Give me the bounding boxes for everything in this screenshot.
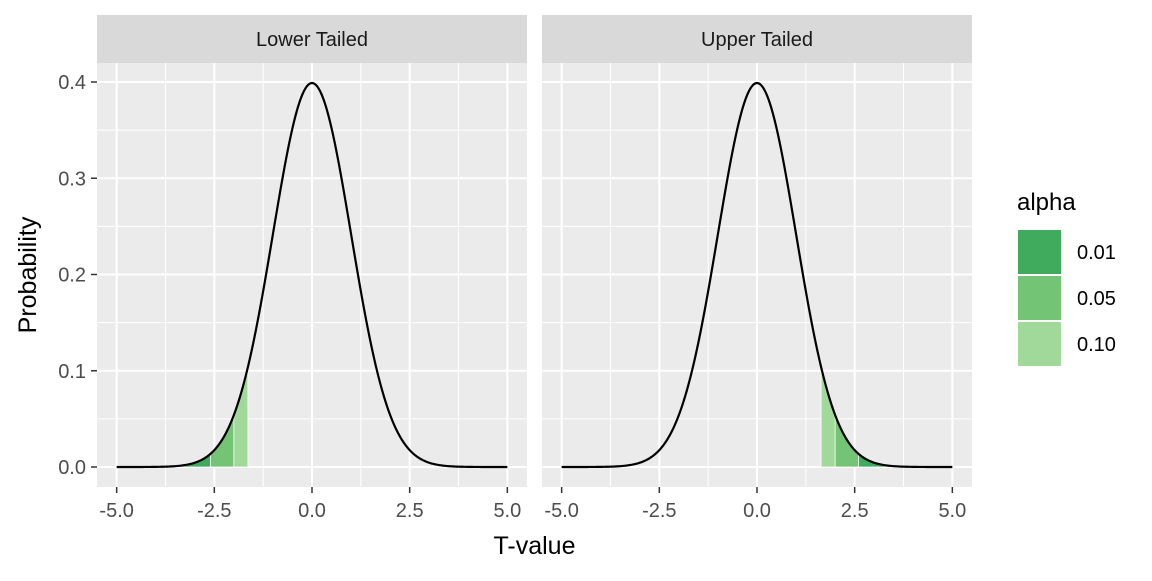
x-tick-label: 2.5 bbox=[396, 500, 424, 522]
legend-label: 0.05 bbox=[1077, 288, 1116, 310]
x-tick-label: -2.5 bbox=[642, 500, 676, 522]
legend-key bbox=[1018, 322, 1061, 366]
facet-title: Upper Tailed bbox=[701, 29, 813, 51]
y-tick-label: 0.3 bbox=[58, 168, 86, 190]
y-tick-label: 0.4 bbox=[58, 72, 86, 94]
legend-label: 0.01 bbox=[1077, 242, 1116, 264]
x-tick-label: -5.0 bbox=[99, 500, 133, 522]
density-curve bbox=[561, 81, 953, 469]
x-tick-label: 0.0 bbox=[743, 500, 771, 522]
legend-key bbox=[1018, 276, 1061, 320]
density-curve bbox=[116, 81, 508, 469]
facet-strip bbox=[97, 15, 527, 63]
y-tick-label: 0.1 bbox=[58, 361, 86, 383]
y-axis-title: Probability bbox=[14, 216, 42, 333]
facet-strip bbox=[542, 15, 972, 63]
x-tick-label: -5.0 bbox=[544, 500, 578, 522]
legend-label: 0.10 bbox=[1077, 334, 1116, 356]
x-tick-label: -2.5 bbox=[197, 500, 231, 522]
y-tick-label: 0.0 bbox=[58, 457, 86, 479]
x-axis-title: T-value bbox=[494, 532, 576, 560]
x-tick-label: 2.5 bbox=[841, 500, 869, 522]
facet-title: Lower Tailed bbox=[256, 29, 368, 51]
x-tick-label: 0.0 bbox=[298, 500, 326, 522]
x-tick-label: 5.0 bbox=[493, 500, 521, 522]
y-tick-label: 0.2 bbox=[58, 265, 86, 287]
legend-key bbox=[1018, 230, 1061, 274]
legend-title: alpha bbox=[1017, 189, 1076, 216]
x-tick-label: 5.0 bbox=[938, 500, 966, 522]
